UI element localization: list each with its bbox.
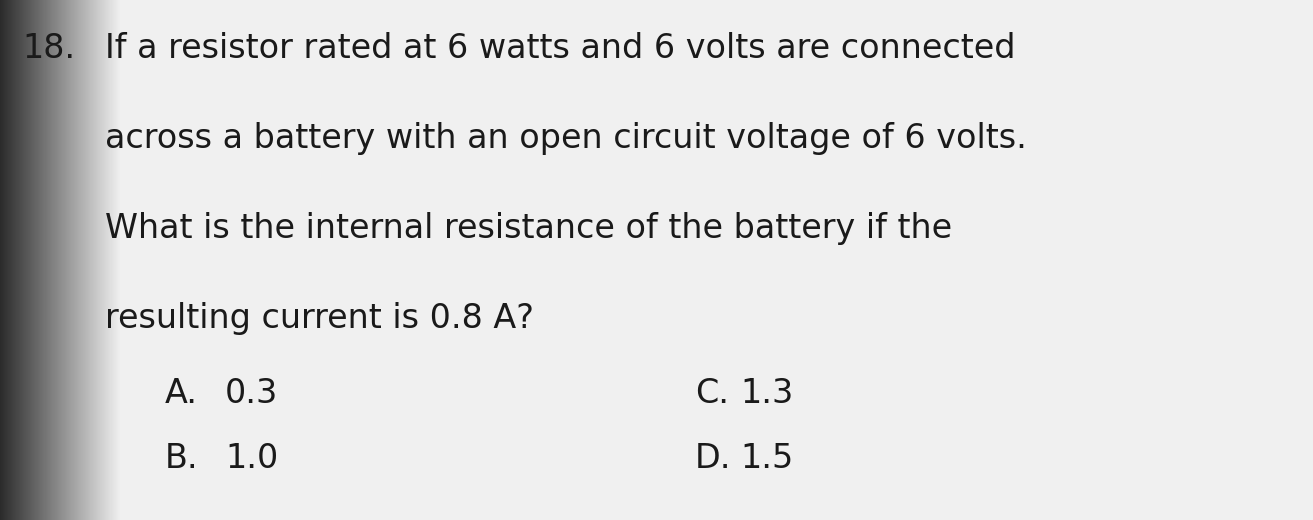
Text: 1.3: 1.3 (741, 377, 793, 410)
Text: B.: B. (165, 442, 198, 475)
Text: across a battery with an open circuit voltage of 6 volts.: across a battery with an open circuit vo… (105, 122, 1027, 155)
Text: If a resistor rated at 6 watts and 6 volts are connected: If a resistor rated at 6 watts and 6 vol… (105, 32, 1015, 65)
Text: What is the internal resistance of the battery if the: What is the internal resistance of the b… (105, 212, 952, 245)
Text: 1.5: 1.5 (741, 442, 793, 475)
Text: C.: C. (695, 377, 729, 410)
Text: 1.0: 1.0 (225, 442, 278, 475)
Text: resulting current is 0.8 A?: resulting current is 0.8 A? (105, 302, 534, 335)
Text: D.: D. (695, 442, 731, 475)
Text: 18.: 18. (22, 32, 75, 65)
Text: A.: A. (165, 377, 198, 410)
Text: 0.3: 0.3 (225, 377, 278, 410)
